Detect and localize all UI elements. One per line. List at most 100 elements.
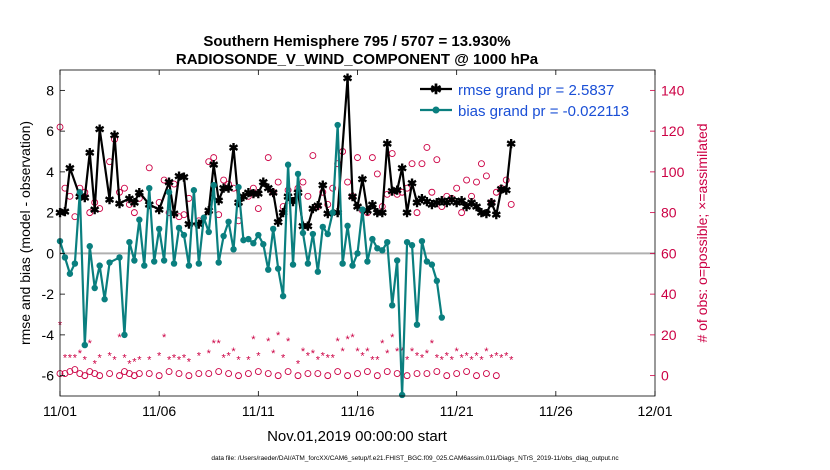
assimilated-count-marker: * (122, 352, 127, 364)
assimilated-count-marker: * (78, 348, 83, 360)
assimilated-count-marker: * (281, 352, 286, 364)
bias-point (433, 277, 441, 285)
assimilated-count-marker: * (246, 354, 251, 366)
assimilated-count-marker: * (68, 352, 73, 364)
bias-point (81, 341, 88, 349)
bias-point (160, 257, 168, 264)
possible-count-marker (195, 370, 203, 378)
rmse-point: ✱ (427, 198, 437, 212)
bias-point (66, 270, 74, 277)
y-left-tick-label: 8 (46, 82, 54, 98)
bias-point (438, 314, 445, 321)
bias-point (126, 238, 133, 246)
assimilated-count-marker: * (425, 348, 430, 360)
assimilated-count-marker: * (489, 352, 494, 364)
rmse-point: ✱ (412, 196, 422, 210)
possible-count-marker (121, 184, 128, 192)
y-left-tick-label: -4 (42, 327, 55, 343)
assimilated-count-marker: * (231, 346, 236, 358)
possible-count-marker (284, 368, 292, 375)
bias-point (398, 391, 406, 399)
rmse-point: ✱ (471, 200, 481, 214)
possible-count-marker (215, 368, 223, 375)
assimilated-count-marker: * (375, 354, 380, 366)
bias-point (304, 260, 312, 267)
possible-count-marker (344, 372, 352, 380)
rmse-point: ✱ (333, 206, 343, 220)
bias-point (185, 262, 193, 269)
bias-point (309, 230, 317, 238)
assimilated-count-marker: * (132, 356, 137, 368)
bias-point (344, 222, 351, 230)
bias-point (96, 262, 103, 269)
possible-count-marker (373, 170, 381, 178)
rmse-point: ✱ (377, 206, 387, 220)
x-tick-label: 12/01 (637, 403, 672, 419)
rmse-point: ✱ (462, 200, 472, 214)
possible-count-marker (438, 203, 446, 210)
possible-count-marker (96, 372, 104, 380)
rmse-point: ✱ (164, 176, 174, 190)
possible-count-marker (458, 209, 466, 217)
assimilated-count-marker: * (187, 356, 192, 368)
possible-count-marker (175, 370, 183, 378)
rmse-point: ✱ (407, 177, 417, 191)
possible-count-marker (145, 370, 153, 378)
assimilated-count-marker: * (326, 352, 331, 364)
y-right-tick-label: 40 (661, 286, 677, 302)
x-tick-label: 11/26 (539, 403, 573, 419)
legend-bias-swatch-marker (432, 106, 440, 114)
possible-count-marker (468, 192, 475, 200)
bias-point (141, 262, 148, 269)
rmse-point: ✱ (476, 206, 486, 220)
rmse-point: ✱ (179, 170, 189, 184)
assimilated-count-marker: * (212, 338, 217, 350)
assimilated-count-marker: * (464, 350, 469, 362)
bias-point (146, 184, 153, 192)
possible-count-marker (71, 366, 79, 373)
bias-point (265, 266, 272, 273)
assimilated-count-marker: * (117, 332, 122, 344)
rmse-point: ✱ (174, 169, 184, 183)
x-tick-label: 11/06 (142, 403, 176, 419)
rmse-point: ✱ (105, 193, 115, 207)
bias-point (175, 224, 183, 232)
x-tick-label: 11/21 (440, 403, 474, 419)
rmse-point: ✱ (387, 185, 397, 199)
rmse-point: ✱ (313, 199, 323, 213)
y-left-tick-label: -6 (42, 368, 55, 384)
possible-count-marker (299, 178, 307, 186)
assimilated-count-marker: * (499, 352, 504, 364)
assimilated-count-marker: * (316, 354, 321, 366)
possible-count-marker (244, 370, 252, 378)
bias-point (190, 187, 198, 194)
rmse-point: ✱ (229, 141, 239, 155)
possible-count-marker (482, 370, 490, 378)
possible-count-marker (145, 164, 153, 172)
bias-point (423, 258, 431, 265)
possible-count-marker (443, 372, 451, 380)
possible-count-marker (81, 372, 89, 380)
bias-point (61, 254, 69, 261)
assimilated-count-marker: * (360, 350, 365, 362)
rmse-point: ✱ (402, 206, 412, 220)
rmse-point: ✱ (496, 183, 506, 197)
rmse-point: ✱ (352, 200, 362, 214)
y-left-tick-label: 4 (46, 164, 54, 180)
bias-point (235, 183, 242, 191)
bias-point (354, 250, 361, 257)
rmse-point: ✱ (452, 196, 462, 210)
bias-point (339, 260, 346, 267)
rmse-point: ✱ (268, 186, 278, 200)
possible-count-marker (418, 160, 426, 168)
bias-point (270, 225, 277, 233)
assimilated-count-marker: * (276, 330, 281, 342)
bias-point (349, 262, 356, 269)
possible-count-marker (507, 201, 515, 208)
bias-point (210, 181, 217, 189)
possible-count-marker (413, 209, 421, 217)
bias-point (121, 331, 128, 339)
bias-point (403, 238, 411, 246)
assimilated-count-marker: * (405, 354, 410, 366)
possible-count-marker (304, 192, 312, 200)
